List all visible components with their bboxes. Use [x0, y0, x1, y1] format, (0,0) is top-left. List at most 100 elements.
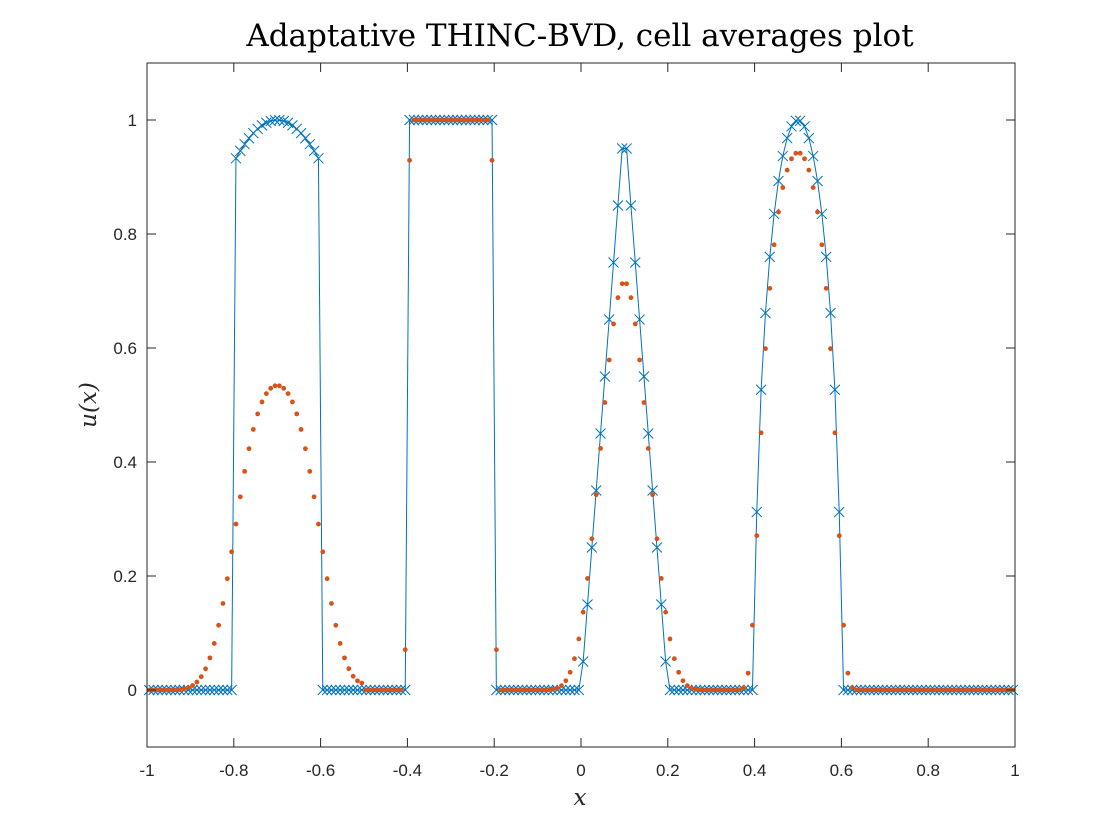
cell-average-dot	[337, 641, 343, 646]
exact-marker	[195, 684, 207, 696]
cell-average-dot	[250, 427, 256, 432]
cell-average-dot	[394, 687, 399, 693]
cell-average-dot	[411, 117, 417, 123]
cell-average-dot	[650, 492, 656, 498]
cell-average-dot	[993, 687, 998, 693]
cell-average-dot	[255, 411, 261, 417]
y-axis-label: u(x)	[76, 382, 102, 428]
cell-average-dot	[454, 117, 460, 123]
exact-marker	[655, 599, 667, 610]
exact-marker	[790, 115, 802, 127]
exact-marker	[582, 599, 593, 610]
cell-average-dot	[763, 346, 768, 352]
cell-average-dot	[211, 641, 217, 646]
cell-average-dot	[645, 446, 651, 451]
exact-marker	[486, 114, 498, 126]
exact-marker	[399, 684, 411, 696]
cell-average-dot	[515, 687, 521, 693]
cell-average-dot	[415, 117, 421, 123]
cell-average-dot	[433, 117, 439, 123]
cell-average-dot	[263, 391, 269, 396]
cell-average-dot	[806, 167, 812, 173]
cell-average-dot	[268, 385, 274, 391]
cell-average-dot	[307, 468, 313, 474]
cell-average-dot	[819, 242, 825, 248]
cell-average-dot	[359, 680, 365, 686]
exact-marker	[781, 132, 793, 144]
cell-average-dot	[997, 687, 1003, 693]
cell-average-dot	[919, 687, 925, 693]
cell-average-dot	[216, 622, 222, 628]
cell-average-dot	[910, 687, 916, 693]
cell-average-dot	[563, 678, 569, 684]
cell-average-dot	[259, 399, 265, 405]
cell-average-dot	[159, 687, 165, 693]
cell-average-dot	[329, 601, 334, 606]
cell-average-dot	[802, 156, 807, 162]
cell-average-dot	[980, 687, 985, 693]
x-tick-label: -0.4	[393, 761, 422, 780]
cell-average-dot	[684, 683, 690, 689]
cell-average-dot	[828, 346, 833, 352]
exact-marker	[252, 123, 264, 135]
cell-average-dot	[949, 687, 955, 693]
cell-average-dot	[420, 117, 425, 123]
exact-marker	[747, 684, 758, 696]
cell-average-dot	[836, 533, 842, 539]
cell-average-dot	[350, 673, 356, 679]
cell-average-dot	[784, 167, 790, 173]
cell-average-dot	[303, 446, 308, 452]
cell-average-dot	[502, 687, 508, 693]
cell-average-dot	[845, 670, 851, 676]
cell-average-dot	[333, 622, 339, 628]
cell-average-dot	[559, 683, 564, 689]
cell-average-dot	[546, 687, 551, 693]
exact-marker	[625, 200, 637, 211]
cell-average-dot	[233, 521, 239, 527]
x-tick-label: 1	[1010, 761, 1019, 780]
exact-marker	[274, 114, 285, 126]
x-tick-label: -0.6	[306, 761, 335, 780]
exact-marker	[829, 384, 841, 396]
exact-marker	[794, 115, 806, 127]
cell-average-dot	[871, 687, 877, 693]
cell-average-dot	[459, 117, 465, 123]
exact-marker	[230, 152, 242, 164]
cell-average-dot	[810, 185, 816, 191]
cell-average-dot	[476, 117, 482, 123]
cell-average-dot	[576, 636, 582, 642]
cell-average-dot	[385, 687, 391, 693]
cell-average-dot	[975, 687, 981, 693]
cell-average-dot	[619, 281, 625, 287]
y-tick-label: 1	[128, 111, 137, 130]
cell-average-dot	[737, 687, 742, 693]
cell-average-dot	[207, 655, 213, 661]
exact-marker	[612, 200, 624, 211]
cell-average-dot	[194, 679, 200, 685]
exact-marker	[638, 371, 650, 382]
cell-average-dot	[628, 295, 634, 301]
cell-average-dot	[901, 687, 907, 693]
chart-title: Adaptative THINC-BVD, cell averages plot	[245, 18, 914, 54]
cell-average-dot	[789, 156, 794, 162]
cell-average-dot	[276, 383, 282, 389]
cell-average-dot	[246, 446, 252, 452]
exact-marker	[317, 684, 329, 696]
cell-average-dot	[884, 687, 890, 693]
exact-marker	[621, 143, 632, 154]
cell-average-dot	[723, 687, 729, 693]
cell-average-dot	[598, 446, 603, 451]
cell-average-dot	[229, 549, 235, 555]
cell-average-dot	[424, 117, 430, 123]
cell-average-dot	[289, 399, 295, 405]
plot-area	[143, 114, 1019, 696]
cell-average-dot	[823, 285, 829, 291]
cell-average-dot	[498, 687, 504, 693]
cell-average-dot	[493, 647, 499, 653]
exact-marker	[217, 684, 229, 696]
cell-average-dot	[589, 536, 595, 542]
cell-average-dot	[398, 687, 404, 693]
cell-average-dot	[467, 117, 473, 123]
